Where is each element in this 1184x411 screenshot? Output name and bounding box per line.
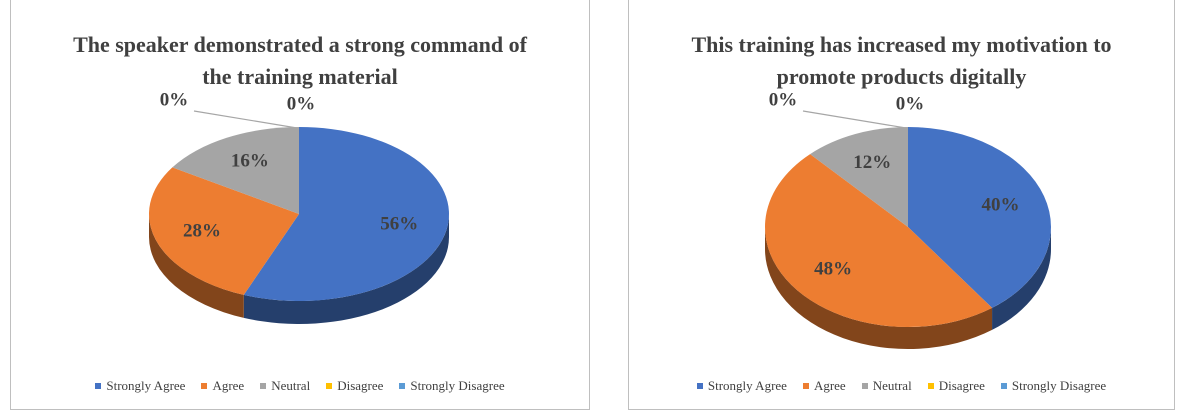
- slice-side: [992, 227, 1051, 330]
- legend-label: Neutral: [271, 378, 311, 393]
- slice: [765, 154, 993, 349]
- legend-item: Neutral: [260, 378, 310, 394]
- legend-item: Agree: [802, 378, 846, 394]
- data-label: 12%: [853, 152, 891, 173]
- pie-chart: 56% 28% 16% 0% 0%: [148, 89, 449, 325]
- legend-swatch: [696, 383, 703, 389]
- legend-item: Strongly Agree: [95, 378, 185, 394]
- legend-item: Neutral: [861, 378, 912, 394]
- slice-top: [810, 127, 908, 227]
- legend-swatch: [802, 383, 809, 389]
- legend-item: Disagree: [927, 378, 985, 394]
- slice: [148, 167, 299, 318]
- slice-top: [172, 127, 299, 214]
- slice-side: [149, 214, 244, 318]
- legend-swatch: [399, 383, 406, 389]
- chart-panel: 40% 48% 12% 0% 0% This training has increase…: [628, 0, 1175, 410]
- data-label: 0%: [287, 93, 316, 114]
- leader-line: [193, 110, 298, 129]
- data-label: 28%: [183, 221, 221, 242]
- legend-label: Disagree: [337, 378, 384, 393]
- chart-panel: 56% 28% 16% 0% 0% The speaker demonstrated a…: [10, 0, 590, 410]
- legend-swatch: [1000, 383, 1007, 389]
- legend-label: Strongly Agree: [106, 378, 186, 393]
- legend-label: Strongly Disagree: [410, 378, 505, 393]
- legend-swatch: [927, 383, 934, 389]
- slice: [908, 127, 1051, 330]
- legend-label: Strongly Agree: [707, 378, 787, 393]
- data-label: 0%: [769, 89, 798, 110]
- legend: Strongly Agree Agree Neutral Disagree Strong…: [11, 378, 589, 394]
- legend-label: Neutral: [872, 378, 912, 393]
- slice: [243, 127, 449, 325]
- legend-label: Agree: [212, 378, 245, 393]
- legend-item: Strongly Agree: [696, 378, 787, 394]
- data-label: 0%: [160, 89, 189, 110]
- data-label: 56%: [380, 213, 418, 234]
- legend-swatch: [201, 383, 208, 389]
- chart-title: This training has increased my motivatio…: [691, 32, 1112, 89]
- slice-top: [765, 154, 993, 327]
- legend-swatch: [260, 383, 267, 389]
- slice-top: [908, 127, 1051, 308]
- legend-label: Agree: [813, 378, 846, 393]
- slice: [810, 127, 908, 227]
- legend-swatch: [861, 383, 868, 389]
- legend-swatch: [95, 383, 102, 389]
- data-label: 0%: [896, 93, 925, 114]
- slice-side: [243, 214, 449, 325]
- legend-item: Disagree: [326, 378, 383, 394]
- slice-side: [765, 227, 993, 349]
- pie-chart: 40% 48% 12% 0% 0%: [765, 89, 1051, 349]
- slice-top: [148, 167, 299, 295]
- chart-title: The speaker demonstrated a strong comman…: [73, 32, 527, 89]
- legend-label: Disagree: [938, 378, 985, 393]
- legend-item: Strongly Disagree: [1000, 378, 1107, 394]
- legend-item: Agree: [201, 378, 244, 394]
- leader-line: [802, 110, 907, 129]
- data-label: 40%: [981, 194, 1019, 215]
- data-label: 48%: [814, 259, 852, 280]
- legend-swatch: [326, 383, 333, 389]
- data-label: 16%: [231, 151, 269, 172]
- slice: [172, 127, 299, 214]
- legend-label: Strongly Disagree: [1011, 378, 1107, 393]
- legend-item: Strongly Disagree: [399, 378, 505, 394]
- legend: Strongly Agree Agree Neutral Disagree Strong…: [629, 378, 1174, 394]
- slice-top: [243, 127, 449, 302]
